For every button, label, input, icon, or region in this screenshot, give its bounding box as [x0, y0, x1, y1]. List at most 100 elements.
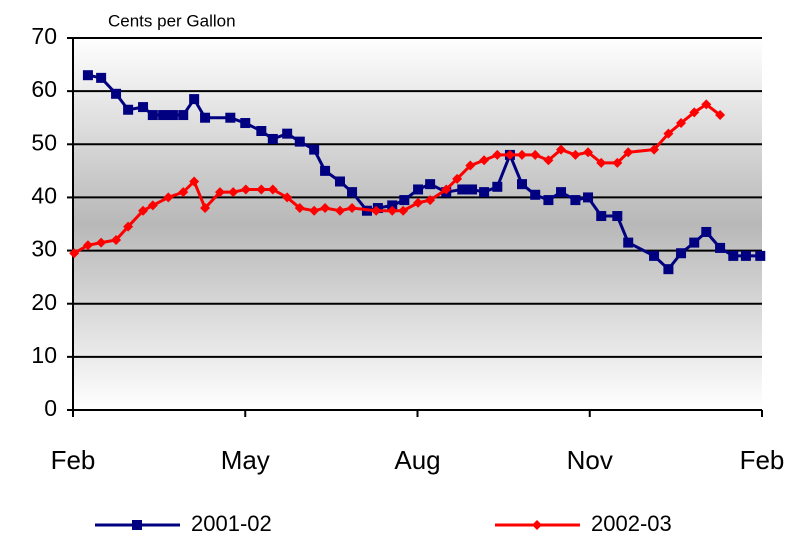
- data-point: [111, 88, 122, 99]
- data-point: [96, 72, 107, 83]
- y-tick-label: 30: [31, 236, 57, 262]
- data-point: [689, 237, 700, 248]
- x-tick-label: Nov: [567, 445, 613, 475]
- data-point: [225, 112, 236, 123]
- y-tick-label: 0: [44, 395, 57, 421]
- data-point: [240, 118, 251, 129]
- data-point: [96, 237, 107, 248]
- data-point: [123, 104, 134, 115]
- data-point: [398, 205, 409, 216]
- data-point: [612, 157, 623, 168]
- legend-label: 2002-03: [591, 511, 672, 536]
- data-point: [214, 187, 225, 198]
- data-point: [701, 99, 712, 110]
- data-point: [425, 179, 436, 190]
- data-point: [178, 110, 189, 121]
- y-axis-label: Cents per Gallon: [108, 11, 236, 30]
- data-point: [596, 211, 607, 222]
- data-point: [167, 110, 178, 121]
- data-point: [583, 192, 594, 203]
- data-point: [240, 184, 251, 195]
- data-point: [457, 184, 468, 195]
- data-point: [623, 237, 634, 248]
- x-tick-label: Feb: [740, 445, 785, 475]
- data-point: [200, 203, 211, 214]
- data-point: [82, 240, 93, 251]
- data-point: [465, 160, 476, 171]
- plot-background: [73, 38, 762, 410]
- data-point: [158, 110, 169, 121]
- data-point: [649, 250, 660, 261]
- data-point: [570, 195, 581, 206]
- data-point: [320, 165, 331, 176]
- data-point: [556, 187, 567, 198]
- data-point: [530, 149, 541, 160]
- data-point: [256, 184, 267, 195]
- data-point: [612, 211, 623, 222]
- data-point: [583, 147, 594, 158]
- data-point: [492, 181, 503, 192]
- data-point: [492, 149, 503, 160]
- data-point: [596, 157, 607, 168]
- y-tick-label: 50: [31, 129, 57, 155]
- data-point: [267, 184, 278, 195]
- data-point: [663, 264, 674, 275]
- data-point: [516, 149, 527, 160]
- data-point: [138, 205, 149, 216]
- data-point: [189, 94, 200, 105]
- data-point: [111, 234, 122, 245]
- data-point: [123, 221, 134, 232]
- data-point: [320, 203, 331, 214]
- data-point: [294, 136, 305, 147]
- data-point: [294, 203, 305, 214]
- data-point: [740, 250, 751, 261]
- data-point: [69, 248, 80, 259]
- data-point: [387, 205, 398, 216]
- data-point: [755, 250, 766, 261]
- data-point: [479, 155, 490, 166]
- data-point: [413, 197, 424, 208]
- data-point: [530, 189, 541, 200]
- data-point: [504, 149, 515, 160]
- y-tick-label: 40: [31, 183, 57, 209]
- x-tick-label: Aug: [394, 445, 440, 475]
- data-point: [441, 184, 452, 195]
- data-point: [147, 110, 158, 121]
- data-point: [676, 248, 687, 259]
- y-tick-label: 10: [31, 342, 57, 368]
- x-tick-label: May: [221, 445, 270, 475]
- data-point: [138, 102, 149, 113]
- data-point: [82, 70, 93, 81]
- data-point: [334, 205, 345, 216]
- data-point: [178, 187, 189, 198]
- data-point: [309, 144, 320, 155]
- data-point: [387, 200, 398, 211]
- data-point: [570, 149, 581, 160]
- data-point: [413, 184, 424, 195]
- data-point: [715, 110, 726, 121]
- data-point: [649, 144, 660, 155]
- legend-marker: [132, 520, 142, 530]
- data-point: [425, 195, 436, 206]
- data-point: [228, 187, 239, 198]
- data-point: [347, 187, 358, 198]
- data-point: [334, 176, 345, 187]
- data-point: [556, 144, 567, 155]
- data-point: [623, 147, 634, 158]
- data-point: [467, 184, 478, 195]
- data-point: [689, 107, 700, 118]
- data-point: [701, 226, 712, 237]
- data-point: [543, 155, 554, 166]
- data-point: [371, 205, 382, 216]
- data-point: [715, 242, 726, 253]
- data-point: [543, 195, 554, 206]
- data-point: [728, 250, 739, 261]
- y-tick-label: 60: [31, 76, 57, 102]
- legend-marker: [532, 520, 542, 530]
- data-point: [147, 200, 158, 211]
- y-tick-label: 20: [31, 289, 57, 315]
- data-point: [189, 176, 200, 187]
- data-point: [309, 205, 320, 216]
- data-point: [479, 187, 490, 198]
